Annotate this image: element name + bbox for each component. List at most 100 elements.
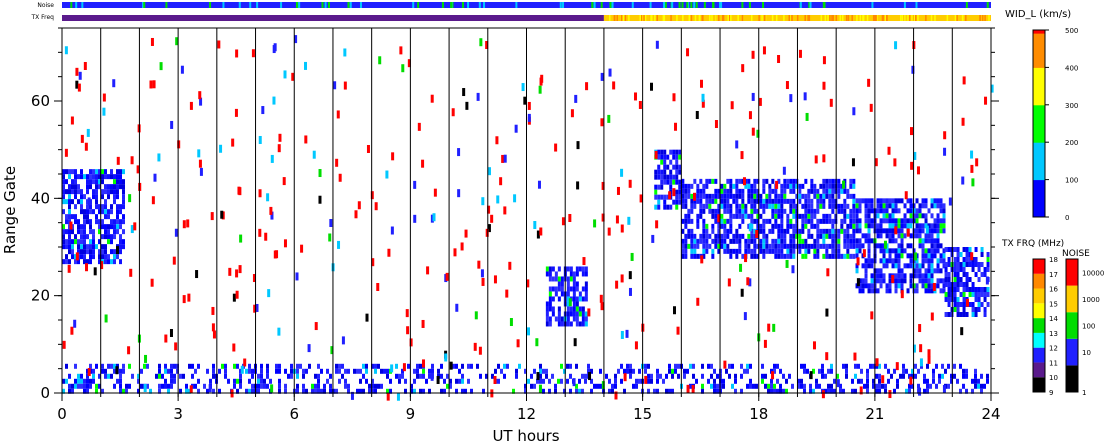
echo-pixel bbox=[740, 388, 743, 394]
echo-pixel bbox=[347, 388, 350, 394]
echo-pixel bbox=[939, 278, 943, 284]
echo-pixel bbox=[780, 208, 784, 214]
echo-pixel bbox=[843, 238, 847, 244]
echo-pixel bbox=[915, 258, 919, 264]
echo-pixel bbox=[938, 373, 941, 379]
echo-pixel bbox=[974, 312, 978, 317]
echo-pixel bbox=[885, 263, 889, 269]
noise-pixel bbox=[742, 177, 746, 186]
echo-pixel bbox=[932, 368, 935, 374]
txfreq-strip-mark bbox=[851, 15, 853, 21]
noise-pixel bbox=[426, 266, 430, 275]
echo-pixel bbox=[92, 179, 95, 185]
echo-pixel bbox=[77, 184, 80, 190]
echo-pixel bbox=[672, 149, 676, 155]
noise-pixel bbox=[421, 319, 425, 328]
echo-pixel bbox=[924, 283, 928, 289]
noise-pixel bbox=[894, 41, 898, 50]
noise-pixel bbox=[341, 336, 345, 345]
noise-pixel bbox=[651, 234, 655, 243]
echo-pixel bbox=[62, 259, 65, 265]
echo-pixel bbox=[845, 368, 848, 374]
echo-pixel bbox=[846, 233, 850, 239]
echo-pixel bbox=[923, 378, 926, 384]
echo-pixel bbox=[566, 301, 570, 307]
echo-pixel bbox=[717, 238, 721, 244]
noise-pixel bbox=[798, 49, 802, 58]
noise-pixel bbox=[910, 161, 914, 170]
noise-pixel bbox=[354, 210, 358, 219]
width-colorbar-label: 200 bbox=[1065, 139, 1078, 147]
echo-pixel bbox=[915, 213, 919, 219]
echo-pixel bbox=[831, 203, 835, 209]
txfreq-strip-mark bbox=[885, 15, 888, 21]
echo-pixel bbox=[870, 223, 874, 229]
echo-pixel bbox=[620, 378, 623, 384]
echo-pixel bbox=[809, 388, 812, 394]
echo-pixel bbox=[894, 258, 898, 264]
echo-pixel bbox=[98, 254, 101, 260]
echo-pixel bbox=[684, 238, 688, 244]
txfreq-strip-mark bbox=[764, 15, 766, 21]
echo-pixel bbox=[92, 368, 95, 374]
noise-pixel bbox=[291, 72, 295, 81]
echo-pixel bbox=[194, 383, 197, 389]
echo-pixel bbox=[956, 302, 960, 307]
noise-pixel bbox=[473, 342, 477, 351]
echo-pixel bbox=[923, 373, 926, 379]
echo-pixel bbox=[119, 204, 122, 210]
echo-pixel bbox=[816, 193, 820, 199]
noise-pixel bbox=[457, 189, 461, 198]
echo-pixel bbox=[813, 238, 817, 244]
echo-pixel bbox=[723, 238, 727, 244]
echo-pixel bbox=[968, 287, 972, 292]
echo-pixel bbox=[548, 296, 552, 302]
echo-pixel bbox=[852, 198, 856, 204]
echo-pixel bbox=[122, 363, 125, 369]
echo-pixel bbox=[701, 388, 704, 394]
echo-pixel bbox=[837, 243, 841, 249]
echo-pixel bbox=[909, 223, 913, 229]
echo-pixel bbox=[575, 296, 579, 302]
echo-pixel bbox=[831, 223, 835, 229]
echo-pixel bbox=[744, 248, 748, 254]
echo-pixel bbox=[146, 383, 149, 389]
echo-pixel bbox=[942, 283, 946, 289]
echo-pixel bbox=[65, 229, 68, 235]
echo-pixel bbox=[876, 208, 880, 214]
noise-pixel bbox=[744, 254, 748, 263]
echo-pixel bbox=[344, 378, 347, 384]
echo-pixel bbox=[690, 198, 694, 204]
echo-pixel bbox=[947, 282, 951, 287]
echo-pixel bbox=[83, 378, 86, 384]
echo-pixel bbox=[900, 248, 904, 254]
noise-pixel bbox=[465, 101, 469, 110]
noise-strip-mark bbox=[871, 2, 874, 8]
echo-pixel bbox=[867, 283, 871, 289]
echo-pixel bbox=[876, 223, 880, 229]
noise-pixel bbox=[821, 390, 825, 399]
echo-pixel bbox=[708, 198, 712, 204]
echo-pixel bbox=[410, 383, 413, 389]
echo-pixel bbox=[654, 194, 658, 200]
txfreq-strip-mark bbox=[925, 15, 927, 21]
echo-pixel bbox=[971, 312, 975, 317]
echo-pixel bbox=[371, 383, 374, 389]
noise-strip-mark bbox=[324, 2, 327, 8]
noise-pixel bbox=[616, 186, 620, 195]
echo-pixel bbox=[860, 368, 863, 374]
echo-pixel bbox=[684, 253, 688, 259]
echo-pixel bbox=[62, 244, 65, 250]
echo-pixel bbox=[786, 248, 790, 254]
txfreq-strip-mark bbox=[847, 15, 850, 21]
echo-pixel bbox=[723, 233, 727, 239]
echo-pixel bbox=[831, 188, 835, 194]
echo-pixel bbox=[930, 228, 934, 234]
noise-pixel bbox=[266, 193, 270, 202]
noise-pixel bbox=[943, 147, 947, 156]
echo-pixel bbox=[581, 271, 585, 277]
echo-pixel bbox=[909, 213, 913, 219]
echo-pixel bbox=[551, 296, 555, 302]
noise-pixel bbox=[261, 106, 265, 115]
echo-pixel bbox=[822, 233, 826, 239]
